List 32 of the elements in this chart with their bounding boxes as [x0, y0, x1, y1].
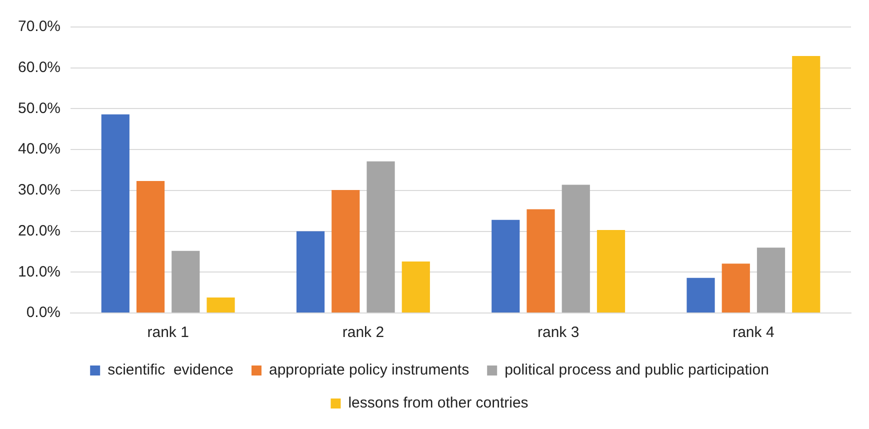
bar [756, 248, 786, 312]
x-tick-label: rank 3 [537, 324, 580, 342]
bar [686, 278, 715, 312]
bar [562, 184, 590, 312]
bar [101, 114, 130, 312]
bar [332, 190, 360, 312]
legend-label: appropriate policy instruments [268, 362, 470, 379]
y-tick-label: 70.0% [18, 18, 61, 36]
bar [136, 181, 165, 312]
legend-label: lessons from other contries [348, 394, 528, 412]
bar [206, 297, 235, 312]
bar [492, 220, 520, 312]
y-tick-label: 20.0% [18, 222, 61, 240]
bar [596, 230, 626, 312]
bar [402, 262, 430, 312]
legend-label: scientific evidence [108, 362, 234, 379]
legend-label: political process and public participation [504, 362, 769, 379]
x-tick-label: rank 1 [147, 324, 189, 342]
y-tick-label: 10.0% [18, 263, 61, 280]
x-tick-label: rank 4 [732, 324, 774, 342]
y-tick-label: 0.0% [26, 304, 61, 322]
x-tick-label: rank 2 [342, 324, 384, 342]
bar [722, 264, 750, 312]
y-tick-label: 60.0% [18, 59, 61, 76]
y-tick-label: 30.0% [18, 182, 61, 199]
bar [792, 56, 820, 312]
bar [296, 231, 325, 312]
bar [526, 209, 555, 312]
bar [172, 250, 200, 312]
bar [366, 161, 395, 312]
y-tick-label: 50.0% [18, 100, 61, 117]
y-tick-label: 40.0% [18, 140, 61, 158]
